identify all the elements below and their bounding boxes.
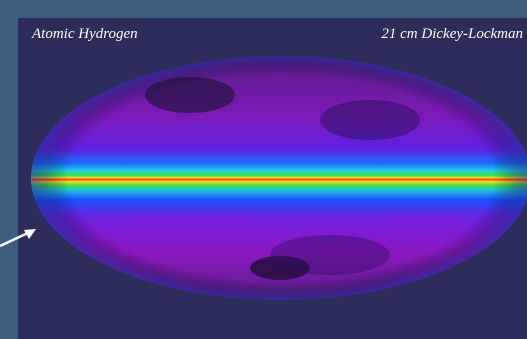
all-sky-map (31, 56, 527, 300)
right-label: 21 cm Dickey-Lockman (381, 26, 523, 42)
left-label: Atomic Hydrogen (31, 26, 138, 42)
sky-map-view: Atomic Hydrogen 21 cm Dickey-Lockman (0, 0, 527, 339)
page: Atomic Hydrogen 21 cm Dickey-Lockman (()… (0, 0, 527, 339)
